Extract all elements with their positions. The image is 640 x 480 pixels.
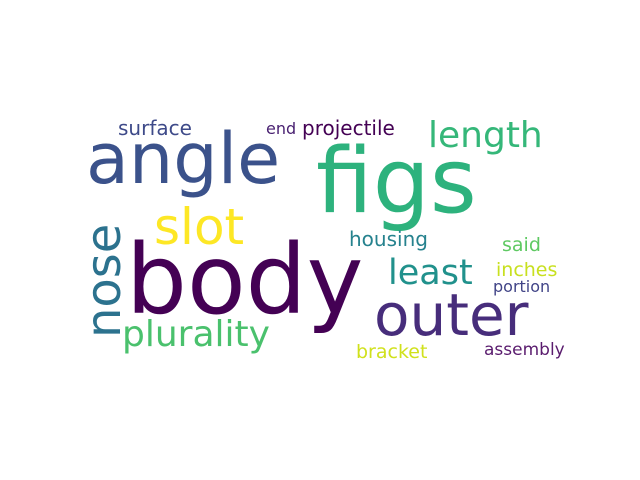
word-plurality: plurality: [122, 317, 270, 353]
word-said: said: [502, 236, 541, 255]
word-end: end: [266, 121, 296, 137]
word-bracket: bracket: [356, 343, 427, 362]
word-projectile: projectile: [302, 118, 395, 138]
word-housing: housing: [349, 229, 428, 249]
word-length: length: [428, 118, 543, 154]
word-surface: surface: [118, 118, 192, 138]
word-least: least: [388, 256, 473, 291]
word-slot: slot: [154, 202, 244, 252]
word-assembly: assembly: [484, 342, 565, 359]
word-portion: portion: [493, 279, 550, 295]
word-nose: nose: [80, 224, 128, 338]
